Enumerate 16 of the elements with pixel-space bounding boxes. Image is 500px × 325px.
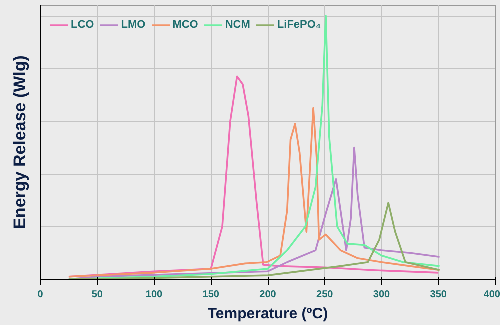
x-tick-label: 300: [373, 290, 391, 300]
x-tick-label: 400: [484, 290, 500, 300]
legend-label: NCM: [225, 19, 250, 31]
x-tick-label: 200: [260, 290, 277, 300]
x-tick-label: 100: [146, 290, 164, 300]
legend-label: LiFePO₄: [277, 19, 322, 31]
y-axis-title: Energy Release (Wlg): [10, 56, 30, 230]
x-tick-label: 350: [430, 290, 448, 300]
x-axis-title: Temperature (ºC): [208, 306, 328, 322]
legend-label: MCO: [172, 19, 198, 31]
legend-label: LCO: [71, 19, 94, 31]
x-tick-label: 50: [92, 290, 104, 300]
x-tick-label: 250: [316, 290, 334, 300]
x-tick-label: 0: [38, 290, 44, 300]
x-tick-label: 150: [202, 290, 220, 300]
legend-label: LMO: [121, 19, 146, 31]
